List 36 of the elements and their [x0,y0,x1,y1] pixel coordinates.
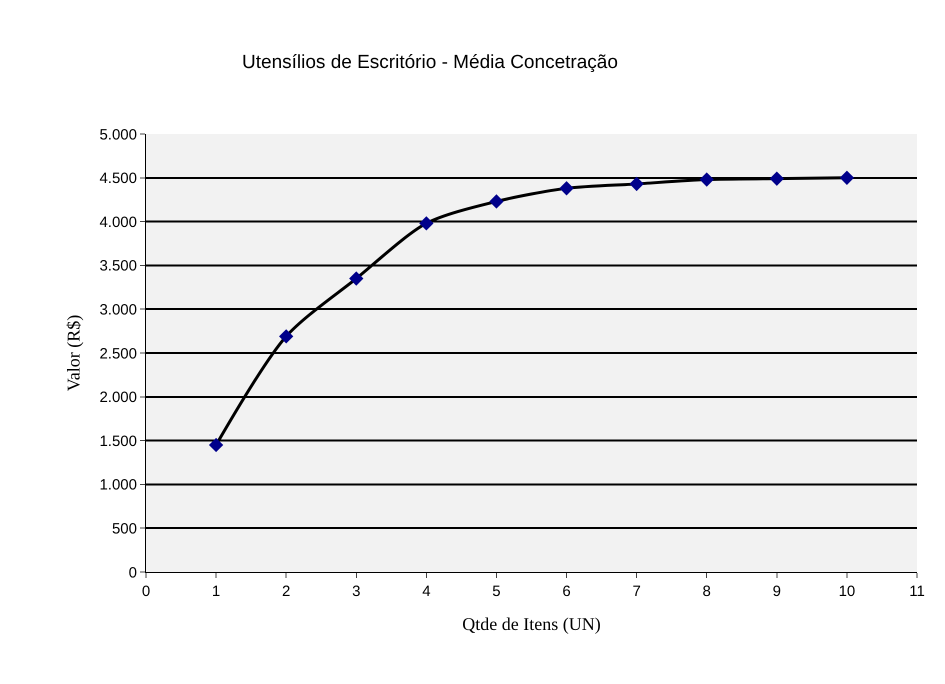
x-tick-label: 10 [838,583,856,600]
point [629,176,644,192]
point [840,170,854,185]
y-tick-label: 0 [128,564,137,582]
x-tick-label: 5 [492,583,501,600]
y-tick-label: 2.500 [99,345,137,362]
x-tick-label: 4 [422,583,431,600]
point [349,271,364,286]
x-tick-label: 0 [142,583,150,600]
x-tick-label: 7 [632,583,641,600]
y-tick-label: 1.000 [99,476,137,494]
point [770,172,784,186]
chart-title: Utensílios de Escritório - Média Concetração [242,52,618,74]
x-tick-label: 8 [702,583,711,600]
point [419,216,434,230]
y-tick-label: 500 [112,520,137,538]
x-axis-title: Qtde de Itens (UN) [462,614,601,634]
x-tick-label: 9 [772,583,781,600]
y-tick-label: 5.000 [99,126,137,144]
y-tick-label: 3.500 [99,258,137,275]
y-tick-label: 3.000 [99,301,137,318]
x-tick-label: 11 [909,583,925,600]
y-tick-label: 4.500 [99,170,137,188]
x-tick-label: 3 [352,583,360,600]
x-tick-label: 6 [562,583,571,600]
x-tick-label: 1 [212,583,220,600]
y-tick-label: 4.000 [99,214,137,231]
point [208,438,224,452]
point [489,194,504,209]
x-tick-label: 2 [282,583,290,600]
point [559,181,574,196]
y-axis-title: Valor (R$) [64,314,84,392]
y-tick-label: 1.500 [99,432,137,450]
point [279,329,294,344]
point [700,172,714,187]
y-tick-label: 2.000 [99,389,137,406]
